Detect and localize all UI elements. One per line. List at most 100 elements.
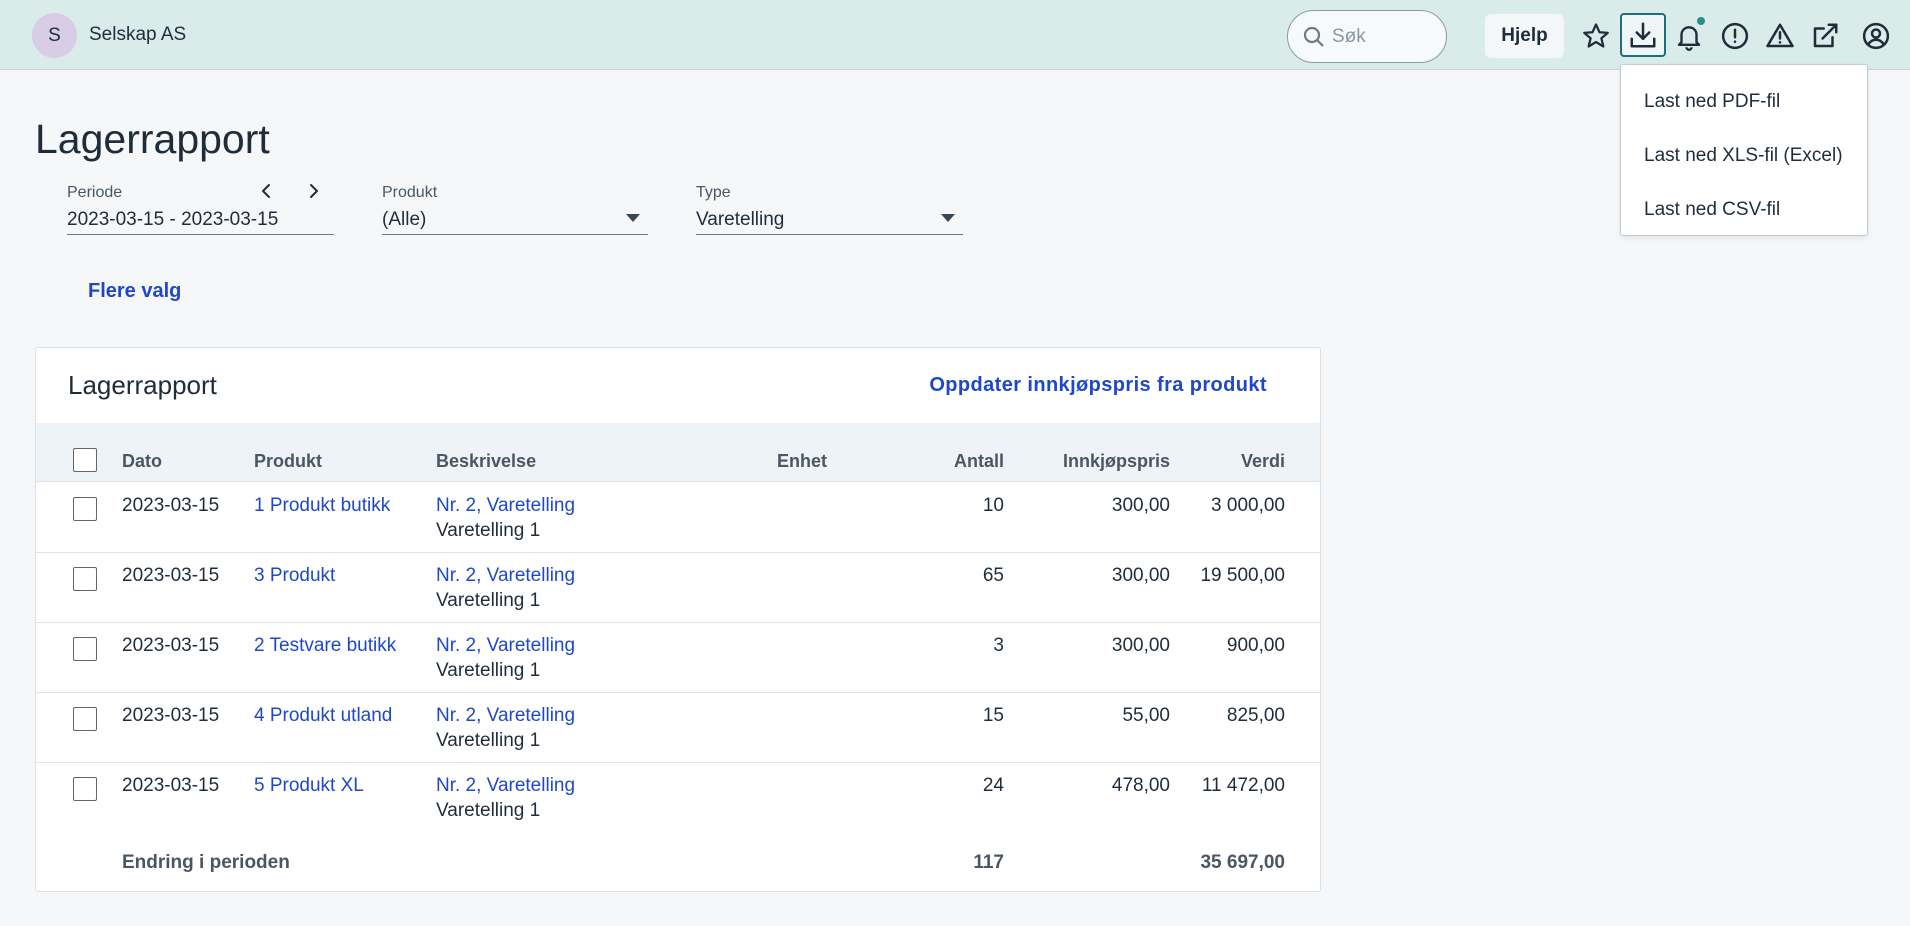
row-date: 2023-03-15 [122, 565, 220, 586]
row-value: 825,00 [1226, 705, 1285, 726]
column-header-value[interactable]: Verdi [1240, 451, 1285, 471]
column-header-description[interactable]: Beskrivelse [436, 451, 537, 471]
row-date: 2023-03-15 [122, 635, 220, 656]
row-product-link[interactable]: 3 Produkt [254, 565, 336, 586]
row-description-link[interactable]: Nr. 2, Varetelling [436, 705, 576, 726]
row-purchase-price: 300,00 [1111, 635, 1170, 656]
row-description-text: Varetelling 1 [436, 800, 541, 821]
row-quantity: 65 [982, 565, 1004, 586]
row-description-link[interactable]: Nr. 2, Varetelling [436, 775, 576, 796]
row-checkbox[interactable] [73, 497, 97, 521]
select-all-checkbox[interactable] [73, 448, 97, 472]
row-product-link[interactable]: 2 Testvare butikk [254, 635, 397, 656]
row-quantity: 3 [993, 635, 1004, 656]
product-filter[interactable]: Produkt (Alle) [382, 184, 648, 235]
row-description-link[interactable]: Nr. 2, Varetelling [436, 565, 576, 586]
previous-period-button[interactable] [256, 180, 278, 202]
download-icon [1630, 22, 1656, 48]
chevron-right-icon [310, 184, 318, 198]
user-circle-icon [1862, 22, 1890, 50]
period-change-label: Endring i perioden [122, 852, 290, 873]
download-button[interactable] [1620, 13, 1666, 57]
row-checkbox[interactable] [73, 707, 97, 731]
row-date: 2023-03-15 [122, 775, 220, 796]
next-period-button[interactable] [302, 180, 324, 202]
row-description-text: Varetelling 1 [436, 520, 541, 541]
notification-dot [1697, 17, 1705, 25]
product-select-value[interactable]: (Alle) [382, 209, 427, 230]
caret-down-icon [626, 214, 640, 222]
info-alerts-button[interactable] [1717, 16, 1753, 56]
row-purchase-price: 300,00 [1111, 565, 1170, 586]
alert-circle-icon [1721, 22, 1749, 50]
period-value[interactable]: 2023-03-15 - 2023-03-15 [67, 209, 279, 230]
period-change-quantity: 117 [973, 852, 1004, 873]
table-row: 2023-03-15 2 Testvare butikk Nr. 2, Vare… [36, 623, 1320, 693]
row-product-link[interactable]: 5 Produkt XL [254, 775, 364, 796]
warning-icon [1766, 23, 1794, 48]
row-product-link[interactable]: 1 Produkt butikk [254, 495, 391, 516]
row-quantity: 10 [982, 495, 1004, 516]
row-product-link[interactable]: 4 Produkt utland [254, 705, 393, 726]
table-header: Dato Produkt Beskrivelse Enhet Antall In… [36, 423, 1320, 482]
star-icon [1583, 23, 1609, 48]
row-date: 2023-03-15 [122, 495, 220, 516]
column-header-quantity[interactable]: Antall [953, 451, 1004, 471]
bell-icon [1677, 26, 1701, 51]
table-row: 2023-03-15 1 Produkt butikk Nr. 2, Varet… [36, 483, 1320, 553]
row-description-text: Varetelling 1 [436, 730, 541, 751]
notifications-button[interactable] [1671, 16, 1707, 56]
download-menu: Last ned PDF-fil Last ned XLS-fil (Excel… [1620, 64, 1868, 236]
chevron-left-icon [262, 184, 270, 198]
row-checkbox[interactable] [73, 777, 97, 801]
help-button[interactable]: Hjelp [1485, 14, 1564, 58]
update-purchase-price-button[interactable]: Oppdater innkjøpspris fra produkt [929, 374, 1267, 396]
warnings-button[interactable] [1762, 16, 1798, 56]
more-options-link[interactable]: Flere valg [88, 280, 182, 302]
download-xls-item[interactable]: Last ned XLS-fil (Excel) [1644, 145, 1843, 166]
period-label: Periode [67, 184, 123, 201]
company-avatar[interactable]: S [32, 13, 77, 58]
row-description-link[interactable]: Nr. 2, Varetelling [436, 635, 576, 656]
row-value: 19 500,00 [1200, 565, 1285, 586]
table-row: 2023-03-15 3 Produkt Nr. 2, Varetelling … [36, 553, 1320, 623]
search-icon [1303, 26, 1324, 47]
report-card: Lagerrapport Oppdater innkjøpspris fra p… [35, 347, 1321, 892]
type-label: Type [696, 184, 731, 201]
row-purchase-price: 478,00 [1111, 775, 1170, 796]
period-change-value: 35 697,00 [1200, 852, 1285, 873]
row-checkbox[interactable] [73, 567, 97, 591]
type-filter[interactable]: Type Varetelling [696, 184, 963, 235]
external-link-icon [1813, 23, 1838, 48]
row-value: 900,00 [1226, 635, 1285, 656]
search-box[interactable] [1287, 10, 1447, 63]
card-title: Lagerrapport [68, 370, 217, 400]
table-row: 2023-03-15 5 Produkt XL Nr. 2, Varetelli… [36, 763, 1320, 833]
product-label: Produkt [382, 184, 438, 201]
column-header-purchase-price[interactable]: Innkjøpspris [1062, 451, 1170, 471]
column-header-date[interactable]: Dato [122, 451, 162, 471]
row-description-text: Varetelling 1 [436, 660, 541, 681]
type-select-value[interactable]: Varetelling [696, 209, 785, 230]
row-checkbox[interactable] [73, 637, 97, 661]
open-external-button[interactable] [1807, 16, 1843, 56]
row-purchase-price: 55,00 [1122, 705, 1170, 726]
user-profile-button[interactable] [1858, 16, 1894, 56]
column-header-unit[interactable]: Enhet [777, 451, 828, 471]
period-filter[interactable]: Periode 2023-03-15 - 2023-03-15 [67, 184, 334, 235]
row-description-link[interactable]: Nr. 2, Varetelling [436, 495, 576, 516]
company-name[interactable]: Selskap AS [89, 24, 187, 45]
download-pdf-item[interactable]: Last ned PDF-fil [1644, 91, 1781, 112]
top-bar: S Selskap AS Hjelp [0, 0, 1910, 70]
row-quantity: 15 [982, 705, 1004, 726]
column-header-product[interactable]: Produkt [254, 451, 323, 471]
row-quantity: 24 [982, 775, 1004, 796]
favorite-button[interactable] [1578, 16, 1614, 56]
table-row: 2023-03-15 4 Produkt utland Nr. 2, Varet… [36, 693, 1320, 763]
row-purchase-price: 300,00 [1111, 495, 1170, 516]
page-title: Lagerrapport [35, 116, 270, 162]
caret-down-icon [941, 214, 955, 222]
download-csv-item[interactable]: Last ned CSV-fil [1644, 199, 1781, 220]
row-value: 11 472,00 [1201, 775, 1285, 796]
search-input[interactable] [1332, 25, 1432, 48]
